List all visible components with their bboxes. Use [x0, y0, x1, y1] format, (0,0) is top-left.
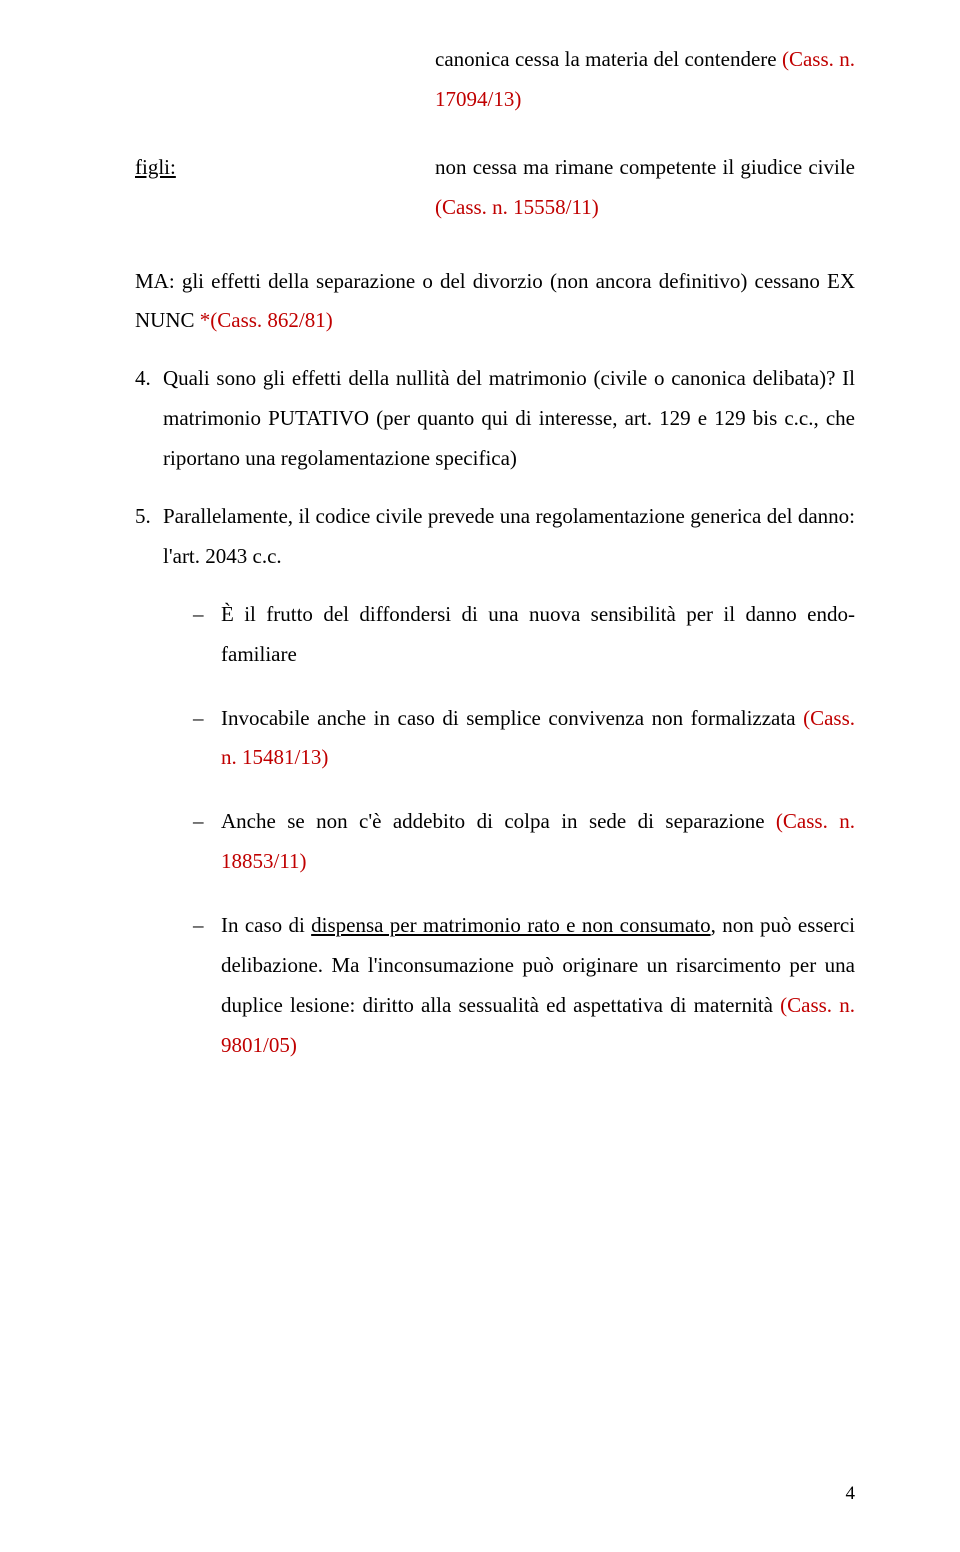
bullet-dash-icon: –: [193, 802, 221, 882]
bullet-body: Anche se non c'è addebito di colpa in se…: [221, 809, 776, 833]
figli-label: figli:: [135, 148, 435, 228]
num-label: 5.: [135, 497, 163, 577]
list-item: – In caso di dispensa per matrimonio rat…: [193, 906, 855, 1066]
underlined-phrase: dispensa per matrimonio rato e non consu…: [311, 913, 711, 937]
case-ref: *(Cass. 862/81): [200, 308, 333, 332]
num-text: Quali sono gli effetti della nullità del…: [163, 359, 855, 479]
figli-text: non cessa ma rimane competente il giudic…: [435, 148, 855, 228]
bullet-text: In caso di dispensa per matrimonio rato …: [221, 906, 855, 1066]
num-text: Parallelamente, il codice civile prevede…: [163, 497, 855, 577]
numbered-paragraph-5: 5. Parallelamente, il codice civile prev…: [135, 497, 855, 577]
page: canonica cessa la materia del contendere…: [0, 0, 960, 1552]
bullet-dash-icon: –: [193, 699, 221, 779]
figli-body: non cessa ma rimane competente il giudic…: [435, 155, 855, 179]
figli-row: figli: non cessa ma rimane competente il…: [135, 148, 855, 228]
bullet-body: Invocabile anche in caso di semplice con…: [221, 706, 803, 730]
numbered-paragraph-4: 4. Quali sono gli effetti della nullità …: [135, 359, 855, 479]
case-ref: (Cass. n. 15558/11): [435, 195, 599, 219]
bullet-text: È il frutto del diffondersi di una nuova…: [221, 595, 855, 675]
continuation-block: canonica cessa la materia del contendere…: [435, 40, 855, 120]
bullet-text: Invocabile anche in caso di semplice con…: [221, 699, 855, 779]
bullet-dash-icon: –: [193, 595, 221, 675]
bullet-list: – È il frutto del diffondersi di una nuo…: [193, 595, 855, 1066]
list-item: – Anche se non c'è addebito di colpa in …: [193, 802, 855, 882]
bullet-text: Anche se non c'è addebito di colpa in se…: [221, 802, 855, 882]
list-item: – Invocabile anche in caso di semplice c…: [193, 699, 855, 779]
ma-paragraph: MA: gli effetti della separazione o del …: [135, 262, 855, 342]
bullet-pre: In caso di: [221, 913, 311, 937]
bullet-dash-icon: –: [193, 906, 221, 1066]
list-item: – È il frutto del diffondersi di una nuo…: [193, 595, 855, 675]
continuation-text: canonica cessa la materia del contendere: [435, 47, 782, 71]
num-label: 4.: [135, 359, 163, 479]
page-number: 4: [846, 1476, 856, 1512]
